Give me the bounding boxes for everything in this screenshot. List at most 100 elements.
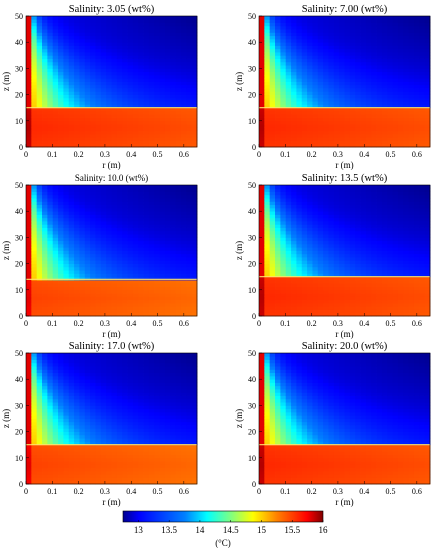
heatmap-cell bbox=[296, 19, 303, 23]
heatmap-cell bbox=[154, 191, 160, 196]
heatmap-cell bbox=[68, 296, 75, 301]
heatmap-cell bbox=[79, 201, 86, 206]
heatmap-cell bbox=[159, 101, 166, 105]
heatmap-cell bbox=[296, 97, 303, 102]
heatmap-cell bbox=[180, 230, 187, 235]
heatmap-cell bbox=[90, 127, 96, 132]
heatmap-cell bbox=[143, 283, 150, 287]
heatmap-cell bbox=[371, 88, 377, 92]
heatmap-cell bbox=[74, 279, 80, 284]
heatmap-cell bbox=[100, 107, 107, 112]
heatmap-cell bbox=[376, 104, 383, 109]
heatmap-cell bbox=[26, 266, 32, 271]
heatmap-cell bbox=[371, 217, 377, 222]
heatmap-cell bbox=[31, 293, 38, 297]
heatmap-cell bbox=[186, 230, 193, 235]
heatmap-cell bbox=[180, 204, 187, 209]
heatmap-cell bbox=[148, 19, 155, 23]
heatmap-cell bbox=[333, 289, 340, 294]
x-tick-label: 0.3 bbox=[333, 150, 343, 159]
heatmap-cell bbox=[26, 293, 32, 297]
heatmap-cell bbox=[127, 29, 134, 33]
heatmap-cell bbox=[95, 306, 102, 310]
heatmap-cell bbox=[269, 101, 276, 105]
heatmap-cell bbox=[143, 224, 150, 228]
heatmap-cell bbox=[47, 230, 54, 235]
heatmap-cell bbox=[159, 25, 166, 30]
heatmap-cell bbox=[269, 198, 276, 202]
heatmap-cell bbox=[419, 45, 426, 50]
heatmap-cell bbox=[392, 198, 399, 202]
heatmap-cell bbox=[191, 45, 198, 50]
heatmap-cell bbox=[26, 237, 32, 242]
heatmap-cell bbox=[170, 84, 177, 89]
heatmap-cell bbox=[84, 58, 91, 63]
heatmap-cell bbox=[58, 35, 64, 40]
heatmap-cell bbox=[328, 97, 335, 102]
heatmap-cell bbox=[84, 137, 91, 141]
heatmap-cell bbox=[138, 283, 144, 287]
heatmap-cell bbox=[90, 22, 96, 27]
heatmap-cell bbox=[371, 114, 377, 118]
heatmap-cell bbox=[68, 273, 75, 278]
heatmap-cell bbox=[339, 204, 345, 209]
heatmap-cell bbox=[127, 35, 134, 40]
heatmap-cell bbox=[106, 266, 112, 271]
heatmap-cell bbox=[328, 78, 335, 82]
heatmap-cell bbox=[58, 276, 64, 281]
heatmap-cell bbox=[52, 211, 59, 215]
heatmap-cell bbox=[355, 194, 361, 199]
heatmap-cell bbox=[42, 143, 48, 148]
heatmap-cell bbox=[413, 52, 420, 56]
heatmap-cell bbox=[312, 48, 319, 53]
heatmap-cell bbox=[186, 257, 193, 261]
heatmap-cell bbox=[280, 55, 287, 59]
heatmap-cell bbox=[170, 48, 177, 53]
heatmap-cell bbox=[285, 306, 292, 310]
heatmap-cell bbox=[424, 97, 431, 102]
heatmap-cell bbox=[344, 133, 351, 138]
heatmap-cell bbox=[164, 237, 171, 242]
heatmap-cell bbox=[344, 84, 351, 89]
heatmap-cell bbox=[339, 273, 345, 278]
heatmap-cell bbox=[79, 104, 86, 109]
heatmap-cell bbox=[138, 276, 144, 281]
heatmap-cell bbox=[312, 110, 319, 115]
heatmap-cell bbox=[371, 312, 377, 317]
heatmap-cell bbox=[376, 247, 383, 251]
heatmap-cell bbox=[317, 257, 324, 261]
heatmap-cell bbox=[186, 191, 193, 196]
heatmap-cell bbox=[424, 124, 431, 128]
heatmap-cell bbox=[280, 201, 287, 206]
heatmap-cell bbox=[275, 71, 281, 76]
heatmap-cell bbox=[95, 279, 102, 284]
heatmap-cell bbox=[47, 247, 54, 251]
heatmap-cell bbox=[317, 266, 324, 271]
heatmap-cell bbox=[106, 94, 112, 99]
heatmap-cell bbox=[84, 68, 91, 73]
heatmap-cell bbox=[349, 253, 356, 258]
heatmap-cell bbox=[344, 293, 351, 297]
heatmap-cell bbox=[79, 221, 86, 225]
heatmap-cell bbox=[312, 221, 319, 225]
heatmap-cell bbox=[127, 104, 134, 109]
heatmap-cell bbox=[291, 143, 297, 148]
heatmap-cell bbox=[138, 38, 144, 43]
heatmap-cell bbox=[31, 114, 38, 118]
heatmap-cell bbox=[339, 104, 345, 109]
heatmap-cell bbox=[403, 84, 410, 89]
heatmap-cell bbox=[74, 266, 80, 271]
heatmap-cell bbox=[154, 81, 160, 86]
heatmap-cell bbox=[26, 250, 32, 255]
heatmap-cell bbox=[127, 42, 134, 46]
heatmap-cell bbox=[365, 237, 372, 242]
heatmap-cell bbox=[143, 48, 150, 53]
heatmap-cell bbox=[186, 35, 193, 40]
heatmap-cell bbox=[68, 124, 75, 128]
heatmap-cell bbox=[154, 133, 160, 138]
heatmap-cell bbox=[159, 84, 166, 89]
heatmap-cell bbox=[371, 286, 377, 291]
heatmap-cell bbox=[90, 257, 96, 261]
heatmap-cell bbox=[328, 191, 335, 196]
heatmap-cell bbox=[138, 253, 144, 258]
